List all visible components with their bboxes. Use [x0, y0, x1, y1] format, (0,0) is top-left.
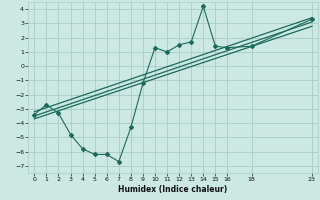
X-axis label: Humidex (Indice chaleur): Humidex (Indice chaleur) [118, 185, 228, 194]
